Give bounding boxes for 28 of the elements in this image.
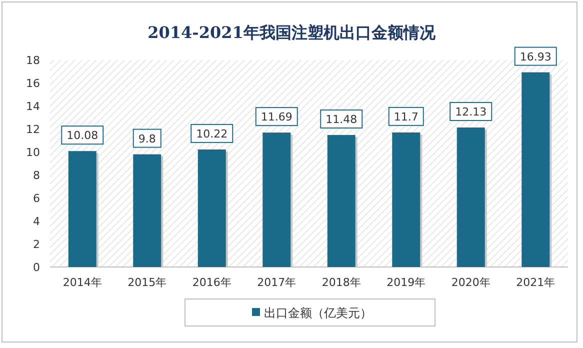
y-tick-label: 8 <box>33 169 40 182</box>
y-tick-label: 2 <box>33 238 40 251</box>
data-label: 9.8 <box>138 132 156 146</box>
data-label: 11.69 <box>260 110 292 124</box>
data-label: 16.93 <box>520 50 552 64</box>
y-tick-label: 18 <box>26 54 40 67</box>
x-tick-label: 2015年 <box>128 276 167 289</box>
y-tick-label: 6 <box>33 192 40 205</box>
x-tick-label: 2021年 <box>516 276 556 289</box>
y-tick-label: 10 <box>26 146 40 159</box>
chart-title: 2014-2021年我国注塑机出口金额情况 <box>148 23 436 42</box>
y-tick-label: 14 <box>26 100 40 113</box>
x-tick-label: 2014年 <box>62 276 102 289</box>
y-tick-label: 12 <box>26 123 40 136</box>
x-tick-label: 2019年 <box>386 276 426 289</box>
x-tick-label: 2016年 <box>192 276 232 289</box>
x-tick-label: 2020年 <box>451 276 490 289</box>
y-tick-label: 4 <box>33 215 40 228</box>
x-tick-label: 2017年 <box>257 276 296 289</box>
x-tick-label: 2018年 <box>322 276 361 289</box>
y-tick-label: 16 <box>26 77 40 90</box>
data-label: 10.22 <box>196 127 228 140</box>
data-label: 11.7 <box>394 110 418 124</box>
data-label: 10.08 <box>66 129 98 142</box>
data-label: 12.13 <box>455 106 487 119</box>
legend-label: 出口金额（亿美元） <box>264 306 372 320</box>
data-label: 11.48 <box>326 112 358 126</box>
y-tick-label: 0 <box>33 261 40 274</box>
